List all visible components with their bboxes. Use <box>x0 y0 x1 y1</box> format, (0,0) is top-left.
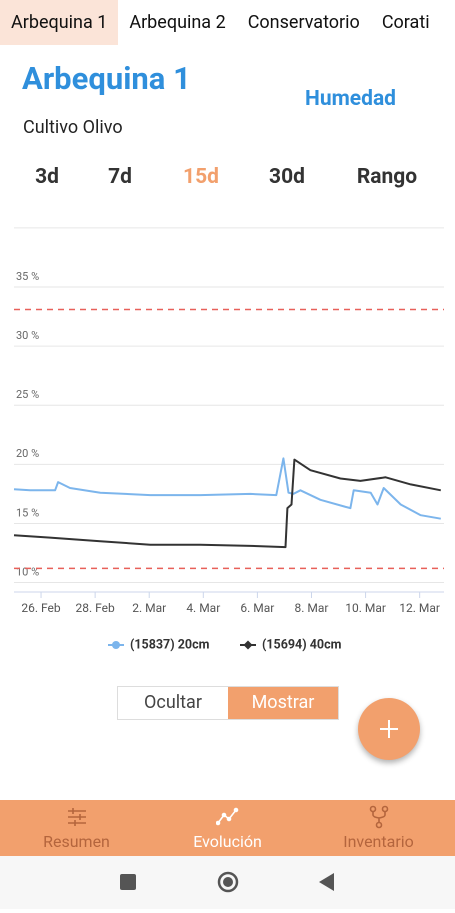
tab[interactable]: Arbequina 2 <box>129 12 226 33</box>
legend-marker <box>243 640 253 650</box>
nav-label: Resumen <box>43 832 110 851</box>
toggle-option[interactable]: Mostrar <box>228 687 338 719</box>
nav-item[interactable]: Resumen <box>1 800 152 856</box>
range-selector: 3d 7d 15d 30d Rango <box>0 165 455 195</box>
subtitle: Cultivo Olivo <box>23 117 123 138</box>
plot-area: 10 % 15 % 20 % 25 % 30 % 35 % 40 % <box>13 211 444 584</box>
chart: 10 % 15 % 20 % 25 % 30 % 35 % 40 % (15837) 20c… <box>13 211 444 652</box>
y-tick-label: 35 % <box>16 270 39 283</box>
legend-label: (15837) 20cm <box>130 637 210 652</box>
home-button[interactable] <box>217 871 239 893</box>
add-button[interactable] <box>358 698 420 760</box>
x-tick-label: 28. Feb <box>76 601 116 615</box>
system-buttons <box>120 871 334 893</box>
nav-icon <box>67 808 86 826</box>
y-tick-label: 25 % <box>16 388 39 401</box>
nav-item[interactable]: Evolución <box>152 800 303 856</box>
y-tick-label: 10 % <box>16 565 39 578</box>
y-tick-label: 20 % <box>16 447 39 460</box>
home-dot <box>223 877 233 887</box>
x-tick-label: 8. Mar <box>294 601 328 615</box>
x-tick-label: 26. Feb <box>21 601 61 615</box>
toggle-option[interactable]: Ocultar <box>144 692 202 713</box>
recents-button[interactable] <box>120 874 136 890</box>
page-title: Arbequina 1 <box>22 60 191 97</box>
tab-bar: Arbequina 1 Arbequina 2 Conservatorio Corat… <box>0 0 455 45</box>
x-tick-label: 10. Mar <box>345 601 386 615</box>
x-tick-label: 12. Mar <box>399 601 440 615</box>
y-tick-label: 15 % <box>16 506 39 519</box>
nav-icon <box>215 807 238 826</box>
system-bar <box>0 856 455 909</box>
x-tick-label: 6. Mar <box>240 601 274 615</box>
y-tick-label: 30 % <box>16 329 39 342</box>
x-tick-label: 2. Mar <box>132 601 166 615</box>
x-tick-label: 4. Mar <box>186 601 220 615</box>
toggle: Ocultar Mostrar <box>117 686 339 720</box>
range-button[interactable]: 3d <box>35 165 59 189</box>
legend: (15837) 20cm (15694) 40cm <box>108 637 342 652</box>
series-line <box>13 457 441 520</box>
nav-icon <box>369 805 388 829</box>
range-button[interactable]: 7d <box>108 165 132 189</box>
bottom-nav: Resumen Evolución Inventario <box>0 800 455 856</box>
metric-label[interactable]: Humedad <box>305 87 397 111</box>
series-line <box>13 458 441 549</box>
tab[interactable]: Corati <box>381 12 430 33</box>
legend-marker <box>112 641 120 649</box>
tab[interactable]: Conservatorio <box>247 12 360 33</box>
y-tick-label: 40 % <box>16 211 39 224</box>
plus-icon <box>380 720 398 738</box>
legend-label: (15694) 40cm <box>262 637 342 652</box>
range-button[interactable]: 30d <box>269 165 305 189</box>
back-button[interactable] <box>319 873 334 891</box>
range-button[interactable]: Rango <box>356 165 418 189</box>
nav-item[interactable]: Inventario <box>303 800 454 856</box>
range-button[interactable]: 15d <box>183 165 219 189</box>
nav-label: Inventario <box>343 832 414 851</box>
nav-label: Evolución <box>193 832 262 851</box>
tab[interactable]: Arbequina 1 <box>0 0 119 45</box>
